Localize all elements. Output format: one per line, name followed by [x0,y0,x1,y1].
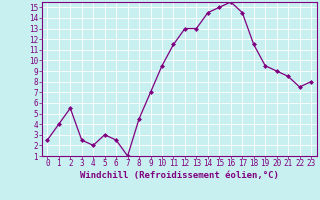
X-axis label: Windchill (Refroidissement éolien,°C): Windchill (Refroidissement éolien,°C) [80,171,279,180]
